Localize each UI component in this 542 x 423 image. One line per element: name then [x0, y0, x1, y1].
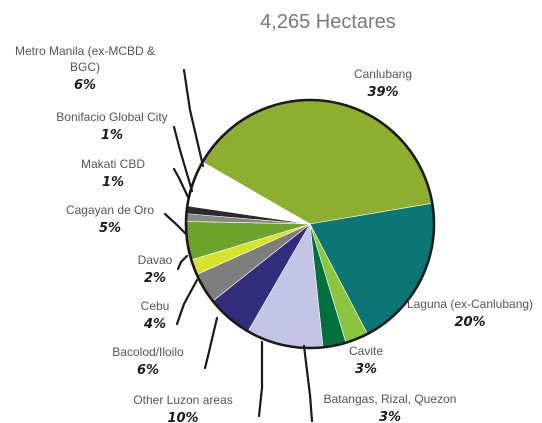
- leader-line-bacolod-iloilo: [203, 316, 219, 370]
- leader-line-metro-manila-ex-mcbd-bgc: [182, 68, 205, 168]
- slice-percent-metro-manila-ex-mcbd-bgc: 6%: [74, 78, 96, 93]
- leader-line-batangas-rizal-quezon: [302, 344, 314, 423]
- pie-outline: [184, 98, 436, 350]
- slice-percent-cavite: 3%: [355, 362, 377, 377]
- slice-name-canlubang: Canlubang: [354, 67, 412, 81]
- slice-percent-bonifacio-global-city: 1%: [101, 128, 123, 143]
- leader-line-makati-cbd: [172, 167, 190, 199]
- slice-name-cebu: Cebu: [141, 299, 170, 313]
- slice-percent-batangas-rizal-quezon: 3%: [379, 410, 401, 423]
- slice-percent-davao: 2%: [144, 271, 166, 286]
- slice-name-batangas-rizal-quezon: Batangas, Rizal, Quezon: [324, 392, 457, 406]
- slice-percent-laguna-ex-canlubang: 20%: [454, 315, 485, 330]
- slice-name-cavite: Cavite: [349, 344, 383, 358]
- leader-line-cebu: [175, 278, 199, 326]
- leader-line-davao: [176, 254, 189, 271]
- slice-percent-cebu: 4%: [143, 317, 166, 332]
- slice-name-other-luzon-areas: Other Luzon areas: [133, 393, 232, 407]
- slice-name-cagayan-de-oro: Cagayan de Oro: [66, 203, 154, 217]
- slice-percent-canlubang: 39%: [367, 85, 398, 100]
- pie-slices: [185, 99, 435, 349]
- slice-name-bonifacio-global-city: Bonifacio Global City: [56, 110, 167, 124]
- slice-percent-other-luzon-areas: 10%: [167, 411, 198, 423]
- leader-line-other-luzon-areas: [257, 340, 264, 418]
- leader-lines: [163, 68, 314, 423]
- slice-name-bacolod-iloilo: Bacolod/Iloilo: [112, 345, 184, 359]
- slice-name-makati-cbd: Makati CBD: [81, 157, 145, 171]
- slice-percent-makati-cbd: 1%: [102, 175, 124, 190]
- leader-line-bonifacio-global-city: [172, 125, 194, 193]
- slice-labels: Canlubang 39% Laguna (ex-Canlubang) 20% Cavi…: [15, 44, 533, 423]
- slice-name-laguna-ex-canlubang: Laguna (ex-Canlubang): [407, 297, 533, 311]
- slice-percent-cagayan-de-oro: 5%: [99, 221, 121, 236]
- leader-line-cagayan-de-oro: [163, 212, 188, 236]
- slice-name-davao: Davao: [138, 253, 173, 267]
- slice-percent-bacolod-iloilo: 6%: [137, 363, 159, 378]
- slice-name-metro-manila-ex-mcbd-bgc: Metro Manila (ex-MCBD & BGC): [15, 44, 155, 74]
- chart-title: 4,265 Hectares: [260, 11, 396, 33]
